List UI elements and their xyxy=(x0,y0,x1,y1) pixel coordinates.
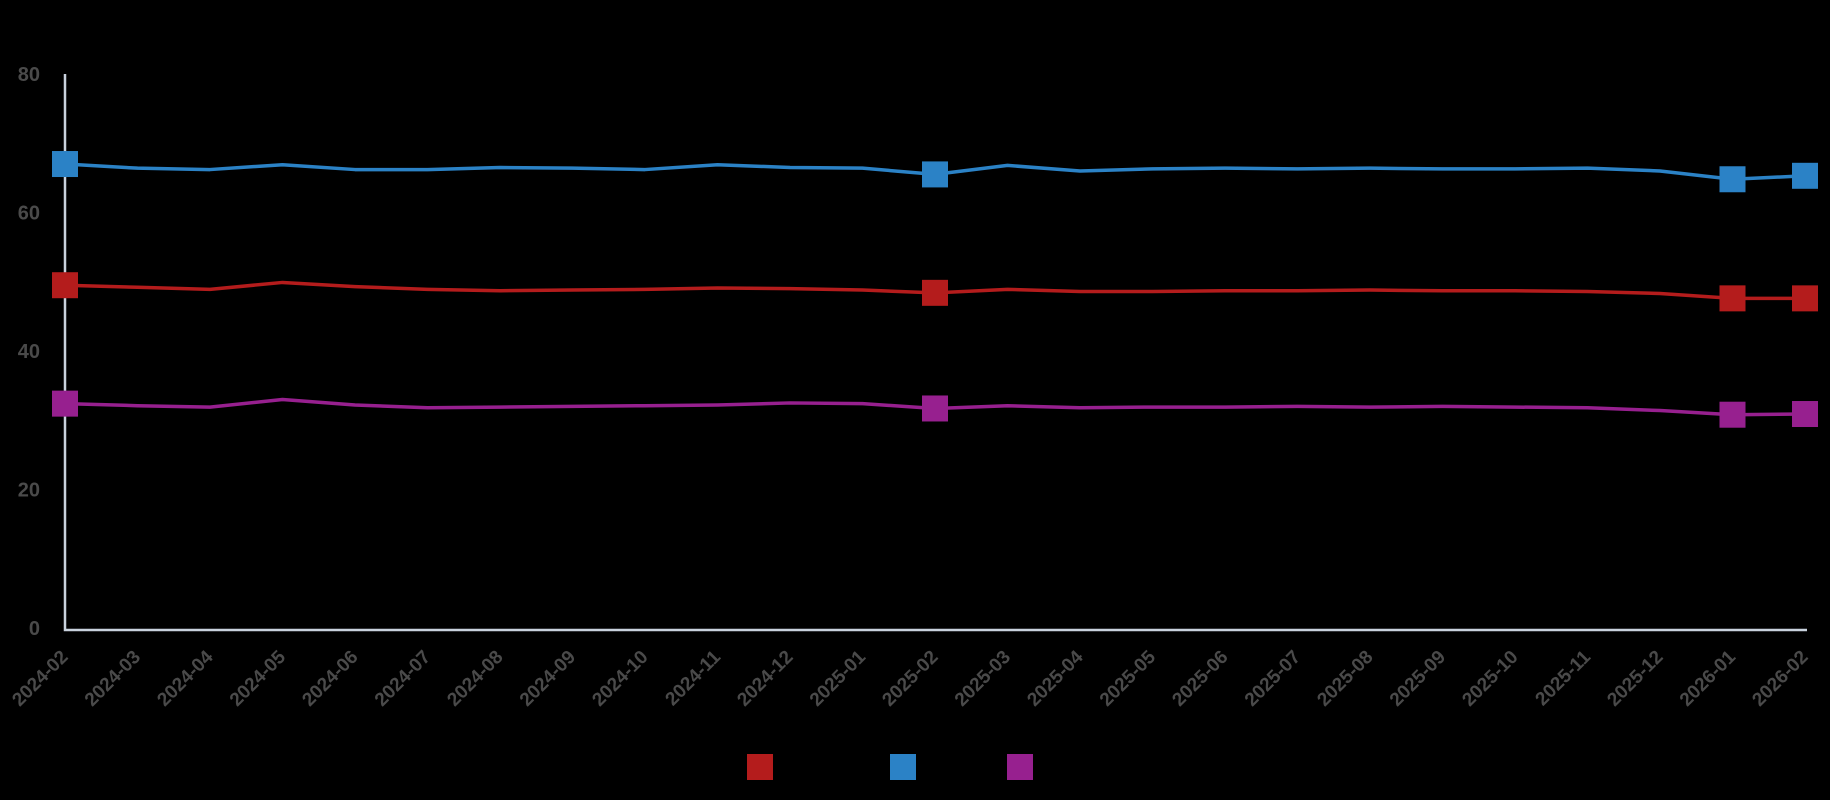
x-axis-tick-label: 2025-07 xyxy=(1241,647,1305,711)
data-point-marker-magenta xyxy=(52,390,78,417)
data-point-marker-blue xyxy=(1792,162,1818,189)
x-axis-tick-label: 2024-05 xyxy=(226,646,290,710)
x-axis-tick-label: 2025-09 xyxy=(1386,647,1450,711)
x-axis-tick-label: 2024-04 xyxy=(153,646,217,710)
x-axis-tick-label: 2025-02 xyxy=(878,647,942,711)
x-axis-tick-label: 2025-05 xyxy=(1096,646,1160,710)
x-axis-tick-label: 2025-04 xyxy=(1023,646,1087,710)
data-point-marker-red xyxy=(52,272,78,299)
x-axis-tick-label: 2024-09 xyxy=(516,647,580,711)
x-axis-tick-label: 2024-06 xyxy=(298,647,362,711)
x-axis-tick-label: 2025-11 xyxy=(1532,646,1596,710)
x-axis-tick-label: 2026-02 xyxy=(1748,647,1812,711)
legend-swatch-red[interactable] xyxy=(747,754,773,780)
x-axis-tick-label: 2025-10 xyxy=(1458,647,1522,711)
axis-lines xyxy=(63,74,1807,632)
data-point-marker-red xyxy=(1719,285,1746,312)
data-point-marker-red xyxy=(1792,285,1818,312)
x-axis-tick-label: 2024-10 xyxy=(588,647,652,711)
x-axis-tick-label: 2025-06 xyxy=(1168,647,1232,711)
x-axis-tick-label: 2025-08 xyxy=(1313,647,1377,711)
data-point-marker-magenta xyxy=(1792,401,1818,428)
legend-swatch-magenta[interactable] xyxy=(1007,754,1033,780)
data-point-marker-magenta xyxy=(922,395,948,422)
chart-legend xyxy=(747,754,1033,780)
data-point-marker-blue xyxy=(52,151,78,178)
data-point-marker-blue xyxy=(1719,166,1746,193)
data-point-marker-blue xyxy=(922,161,948,188)
legend-item-magenta[interactable] xyxy=(1007,754,1033,780)
legend-swatch-blue[interactable] xyxy=(890,754,916,780)
y-axis-tick-label: 20 xyxy=(18,480,40,502)
y-axis-tick-label: 80 xyxy=(18,64,40,86)
legend-item-blue[interactable] xyxy=(890,754,916,780)
x-axis-tick-label: 2024-08 xyxy=(443,647,507,711)
x-axis-tick-label: 2025-12 xyxy=(1603,647,1667,711)
y-axis-tick-label: 0 xyxy=(29,618,40,640)
x-axis-tick-label: 2025-01 xyxy=(806,646,870,710)
x-axis-tick-label: 2024-02 xyxy=(8,647,72,711)
marker-layer xyxy=(52,151,1818,428)
y-axis-tick-label: 60 xyxy=(18,203,40,225)
y-axis-tick-label: 40 xyxy=(18,341,40,363)
x-axis-tick-label: 2024-12 xyxy=(733,647,797,711)
x-axis-tick-label: 2024-07 xyxy=(371,647,435,711)
x-axis-tick-label: 2025-03 xyxy=(951,647,1015,711)
x-axis-tick-label: 2026-01 xyxy=(1676,646,1740,710)
legend-item-red[interactable] xyxy=(747,754,773,780)
x-axis-tick-label: 2024-11 xyxy=(662,646,726,710)
data-point-marker-magenta xyxy=(1719,401,1746,428)
data-point-marker-red xyxy=(922,279,948,306)
x-axis-tick-label: 2024-03 xyxy=(81,647,145,711)
